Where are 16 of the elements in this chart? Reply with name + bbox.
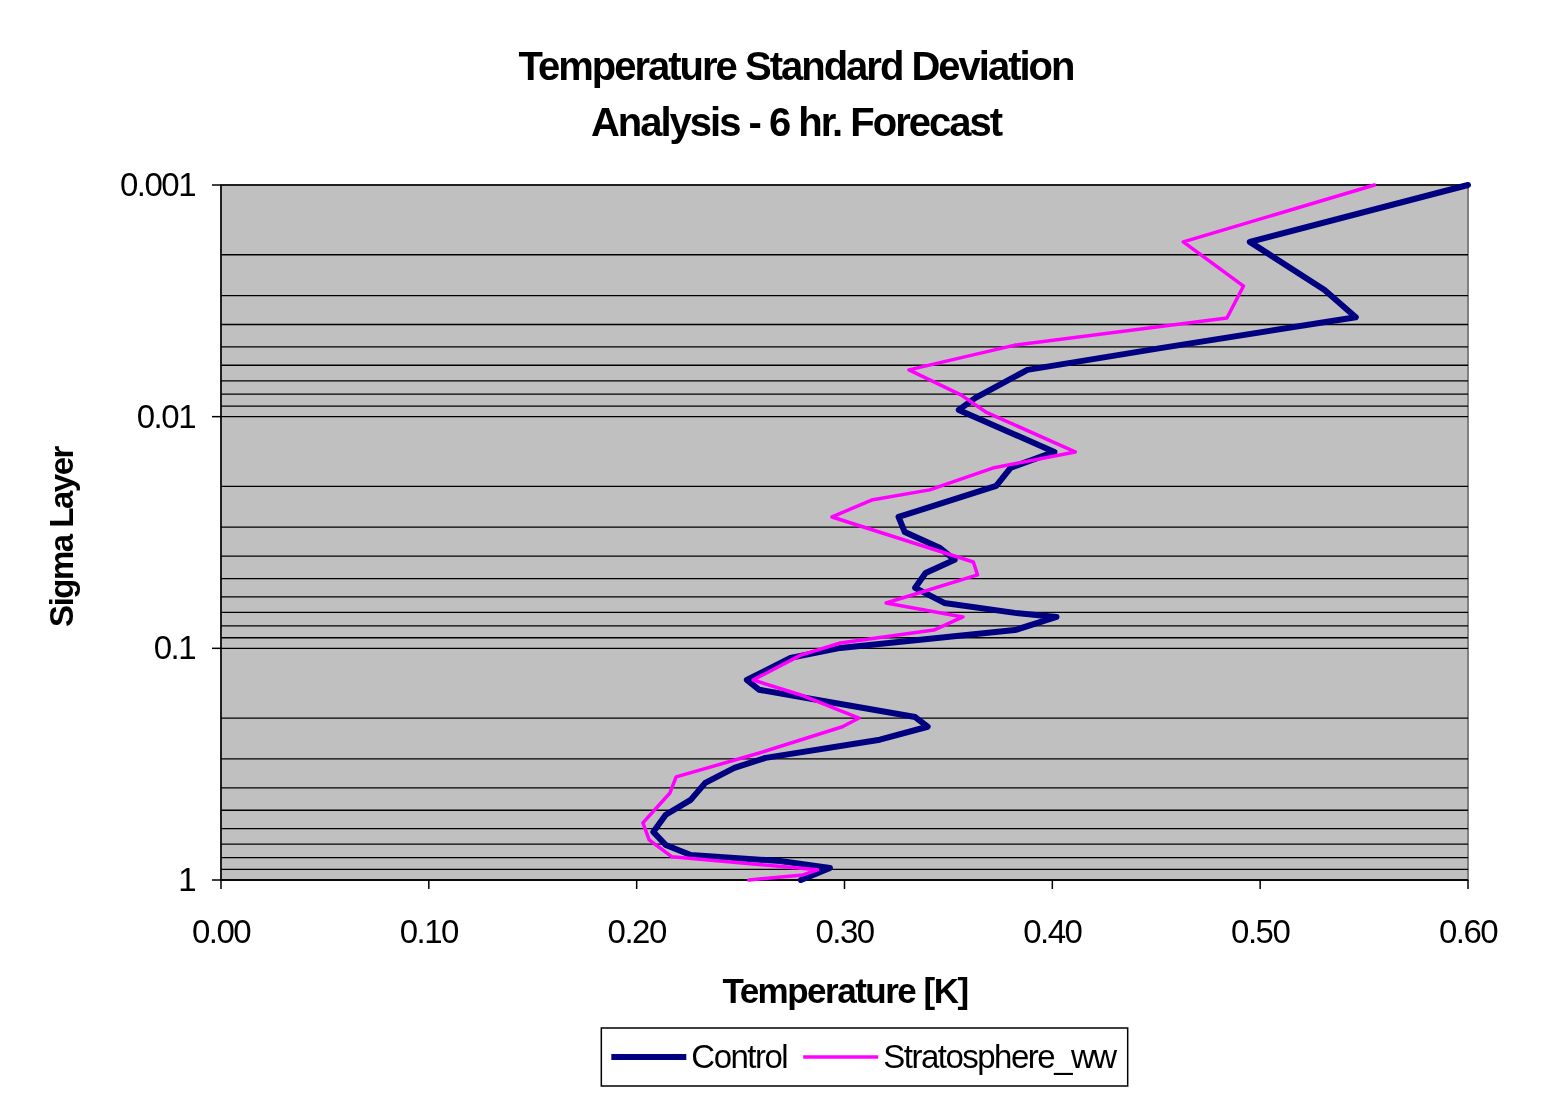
x-tick-label: 0.00 [191,913,252,950]
x-axis-title: Temperature [K] [722,971,968,1010]
y-tick-label: 0.1 [153,629,196,667]
y-tick-label: 0.01 [136,397,196,435]
legend-label: Control [691,1038,788,1075]
legend-label: Stratosphere_ww [883,1038,1118,1075]
y-tick-label: 1 [178,861,196,898]
y-tick-label: 0.001 [119,166,196,203]
x-tick-label: 0.50 [1231,913,1291,950]
chart-title: Temperature Standard Deviation Analysis - 6 hr. Forecast [518,44,1074,144]
x-tick-label: 0.60 [1438,913,1499,950]
y-axis-title: Sigma Layer [43,445,80,627]
x-tick-label: 0.10 [399,913,460,950]
x-tick-label: 0.40 [1023,913,1083,950]
x-tick-label: 0.30 [815,913,875,950]
x-tick-label: 0.20 [607,913,667,950]
